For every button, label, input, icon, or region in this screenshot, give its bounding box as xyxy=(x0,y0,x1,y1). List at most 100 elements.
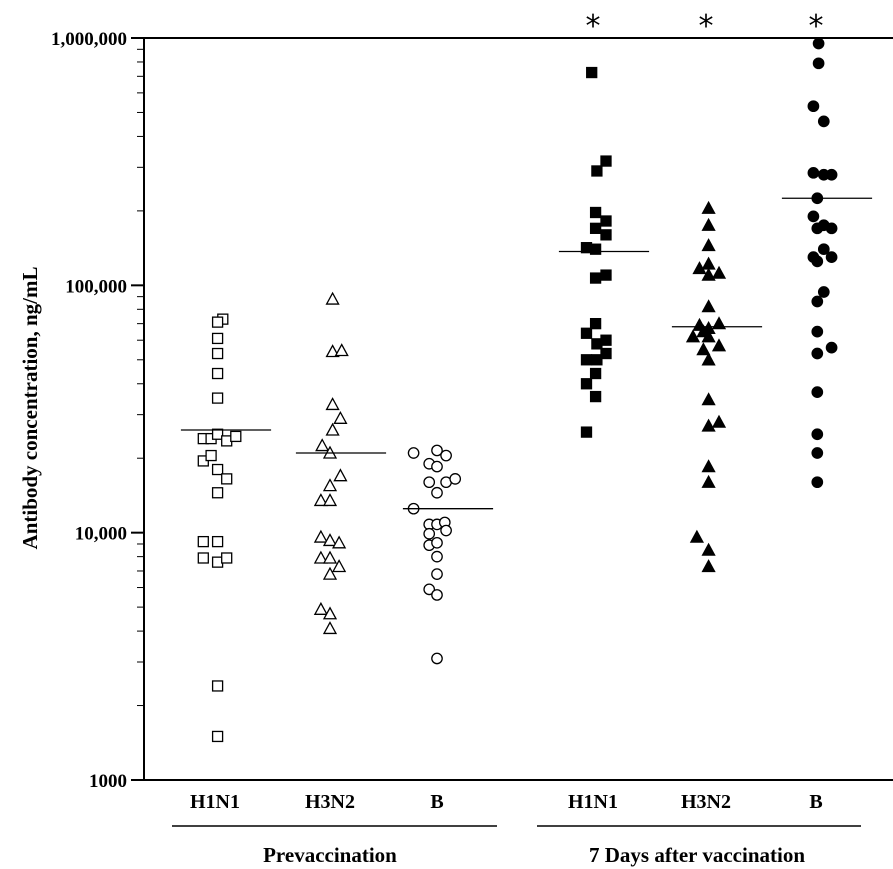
circle-marker xyxy=(825,341,838,354)
triangle-marker xyxy=(333,468,348,482)
triangle-marker xyxy=(692,261,707,275)
significance-star: * xyxy=(809,9,824,44)
triangle-marker xyxy=(322,621,338,635)
triangle-marker xyxy=(701,267,716,281)
circle-marker xyxy=(449,473,462,485)
triangle-marker xyxy=(332,559,347,573)
category-label: H3N2 xyxy=(681,791,731,813)
square-marker xyxy=(580,354,593,366)
circle-marker xyxy=(423,527,436,540)
triangle-marker xyxy=(685,329,701,343)
square-marker xyxy=(211,367,224,380)
category-label: H1N1 xyxy=(568,791,618,813)
triangle-marker xyxy=(701,238,716,252)
triangle-marker xyxy=(332,535,347,549)
square-marker xyxy=(211,463,224,476)
triangle-marker xyxy=(322,493,338,507)
square-marker xyxy=(211,316,224,328)
circle-marker xyxy=(811,255,824,268)
square-marker xyxy=(230,430,242,443)
triangle-marker xyxy=(711,316,727,330)
triangle-marker xyxy=(315,438,330,452)
square-marker xyxy=(589,390,602,403)
circle-marker xyxy=(440,524,452,537)
square-marker xyxy=(197,535,209,548)
square-marker xyxy=(600,229,612,241)
square-marker xyxy=(591,165,603,177)
circle-marker xyxy=(811,447,824,459)
circle-marker xyxy=(431,550,443,563)
triangle-marker xyxy=(325,397,340,411)
circle-marker xyxy=(812,37,825,50)
circle-marker xyxy=(817,286,830,298)
square-marker xyxy=(211,332,224,345)
triangle-marker xyxy=(313,601,328,615)
square-marker xyxy=(211,347,224,360)
median-lines xyxy=(180,197,873,510)
square-marker xyxy=(211,535,224,548)
circle-marker xyxy=(431,652,443,665)
square-marker xyxy=(211,428,224,440)
circle-marker xyxy=(431,536,443,549)
circle-marker xyxy=(811,222,824,235)
square-marker xyxy=(211,730,224,743)
triangle-marker xyxy=(696,342,711,356)
triangle-marker xyxy=(334,343,349,357)
circle-marker xyxy=(807,166,820,179)
circle-marker xyxy=(431,460,443,473)
group-label: Prevaccination xyxy=(263,843,397,867)
triangle-marker xyxy=(701,459,716,473)
square-marker xyxy=(211,487,224,499)
square-marker xyxy=(211,392,224,404)
square-marker xyxy=(589,222,602,234)
square-marker xyxy=(197,552,209,564)
circle-marker xyxy=(807,100,820,113)
circle-marker xyxy=(431,568,443,580)
circle-marker xyxy=(817,243,830,256)
triangle-marker xyxy=(313,529,328,543)
triangle-marker xyxy=(313,550,328,564)
square-marker xyxy=(580,426,593,438)
circle-marker xyxy=(431,486,443,499)
square-marker xyxy=(580,378,593,390)
circle-marker xyxy=(811,428,824,441)
triangle-marker xyxy=(701,418,716,432)
square-marker xyxy=(205,449,217,462)
square-marker xyxy=(580,327,593,339)
square-marker xyxy=(600,155,612,167)
triangle-marker xyxy=(322,478,338,492)
circle-marker xyxy=(825,251,838,264)
triangle-marker xyxy=(313,493,328,507)
category-label: B xyxy=(430,791,443,813)
triangle-marker xyxy=(701,392,716,406)
y-tick-label: 1,000,000 xyxy=(51,29,127,50)
square-marker xyxy=(221,552,233,564)
triangle-marker xyxy=(333,410,348,424)
circle-marker xyxy=(423,476,436,489)
circle-marker xyxy=(423,583,436,596)
triangle-marker xyxy=(322,606,338,620)
triangle-marker xyxy=(325,291,340,305)
triangle-marker xyxy=(701,256,716,270)
category-label: H1N1 xyxy=(190,791,240,813)
square-marker xyxy=(211,680,224,692)
circle-marker xyxy=(812,57,825,70)
circle-marker xyxy=(811,325,824,338)
square-marker xyxy=(589,272,602,284)
triangle-marker xyxy=(701,217,716,231)
triangle-marker xyxy=(701,200,716,214)
triangle-marker xyxy=(701,474,716,488)
circle-marker xyxy=(825,222,838,235)
triangle-marker xyxy=(322,533,338,547)
triangle-marker xyxy=(325,344,340,358)
y-axis-ticks: 1000 10,000 100,000 1,000,000 xyxy=(51,29,144,792)
square-marker xyxy=(591,354,603,366)
triangle-marker xyxy=(701,299,716,313)
y-tick-label: 10,000 xyxy=(75,524,127,545)
triangle-marker xyxy=(701,352,716,366)
square-marker xyxy=(600,334,612,346)
square-marker xyxy=(589,206,602,219)
circle-marker xyxy=(811,476,824,489)
circle-marker xyxy=(407,447,420,459)
